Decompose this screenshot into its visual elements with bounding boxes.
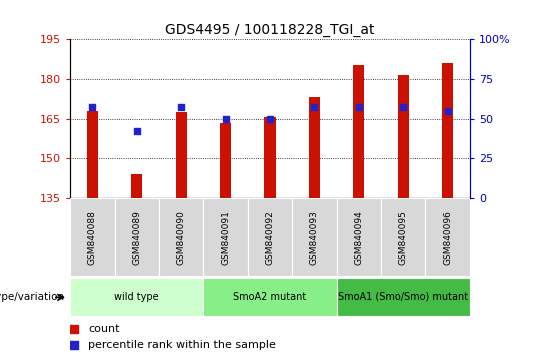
Text: wild type: wild type [114,291,159,302]
Text: GSM840091: GSM840091 [221,210,230,265]
Text: GSM840094: GSM840094 [354,210,363,265]
Text: SmoA1 (Smo/Smo) mutant: SmoA1 (Smo/Smo) mutant [338,291,468,302]
Text: GSM840090: GSM840090 [177,210,186,265]
Bar [176,112,187,198]
Bar [292,198,336,276]
Bar [442,63,453,198]
Text: GSM840095: GSM840095 [399,210,408,265]
Bar [131,175,143,198]
Text: count: count [88,324,120,333]
Point [354,104,363,110]
Point [221,116,230,121]
Bar [309,97,320,198]
Bar [336,278,470,316]
Bar [381,198,426,276]
Bar [265,117,275,198]
Bar [159,198,204,276]
Bar [426,198,470,276]
Point [177,104,186,110]
Point [399,104,408,110]
Bar [204,198,248,276]
Point [443,108,452,113]
Point [70,342,78,348]
Text: GSM840088: GSM840088 [88,210,97,265]
Bar [70,198,114,276]
Text: GSM840093: GSM840093 [310,210,319,265]
Text: SmoA2 mutant: SmoA2 mutant [233,291,307,302]
Bar [87,110,98,198]
Bar [220,122,231,198]
Text: GSM840096: GSM840096 [443,210,452,265]
Point [310,104,319,110]
Point [70,326,78,331]
Bar [248,198,292,276]
Point [266,116,274,121]
Bar [70,278,204,316]
Text: genotype/variation: genotype/variation [0,292,65,302]
Text: GSM840092: GSM840092 [266,210,274,265]
Text: GSM840089: GSM840089 [132,210,141,265]
Point [132,129,141,134]
Bar [397,75,409,198]
Title: GDS4495 / 100118228_TGI_at: GDS4495 / 100118228_TGI_at [165,23,375,36]
Point [88,104,97,110]
Bar [353,65,365,198]
Bar [114,198,159,276]
Bar [204,278,336,316]
Bar [336,198,381,276]
Text: percentile rank within the sample: percentile rank within the sample [88,340,276,350]
